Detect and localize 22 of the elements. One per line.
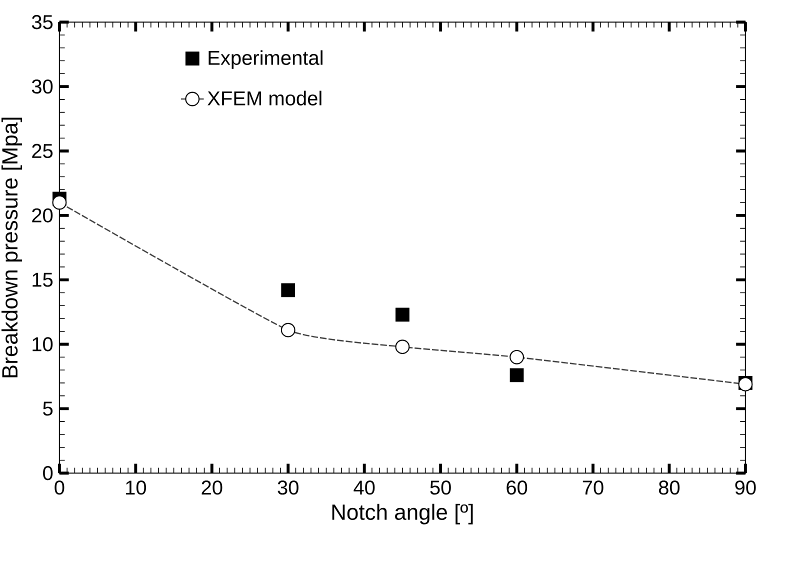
legend-label: XFEM model: [208, 90, 322, 106]
y-tick-label: 30: [32, 79, 53, 94]
x-tick-label: 80: [658, 480, 680, 495]
y-tick-label: 20: [32, 208, 53, 222]
x-tick-label: 10: [126, 480, 146, 495]
x-tick-label: 50: [430, 480, 451, 495]
y-tick-label: 5: [43, 402, 53, 416]
y-tick-label: 10: [32, 337, 53, 352]
x-axis-title: Notch angle [º]: [332, 504, 473, 524]
x-tick-label: 40: [354, 480, 375, 495]
x-tick-label: 20: [202, 480, 222, 495]
y-tick-label: 15: [32, 272, 53, 287]
x-tick-label: 70: [582, 480, 604, 495]
y-tick-label: 25: [32, 144, 53, 158]
x-tick-label: 0: [54, 480, 64, 495]
y-tick-label: 35: [32, 15, 53, 30]
x-tick-label: 90: [735, 480, 756, 495]
x-tick-label: 30: [278, 480, 298, 495]
legend-label: Experimental: [208, 50, 322, 69]
y-axis-title: Breakdown pressure [Mpa]: [2, 118, 22, 378]
x-tick-label: 60: [506, 480, 528, 495]
y-tick-label: 0: [43, 466, 53, 480]
